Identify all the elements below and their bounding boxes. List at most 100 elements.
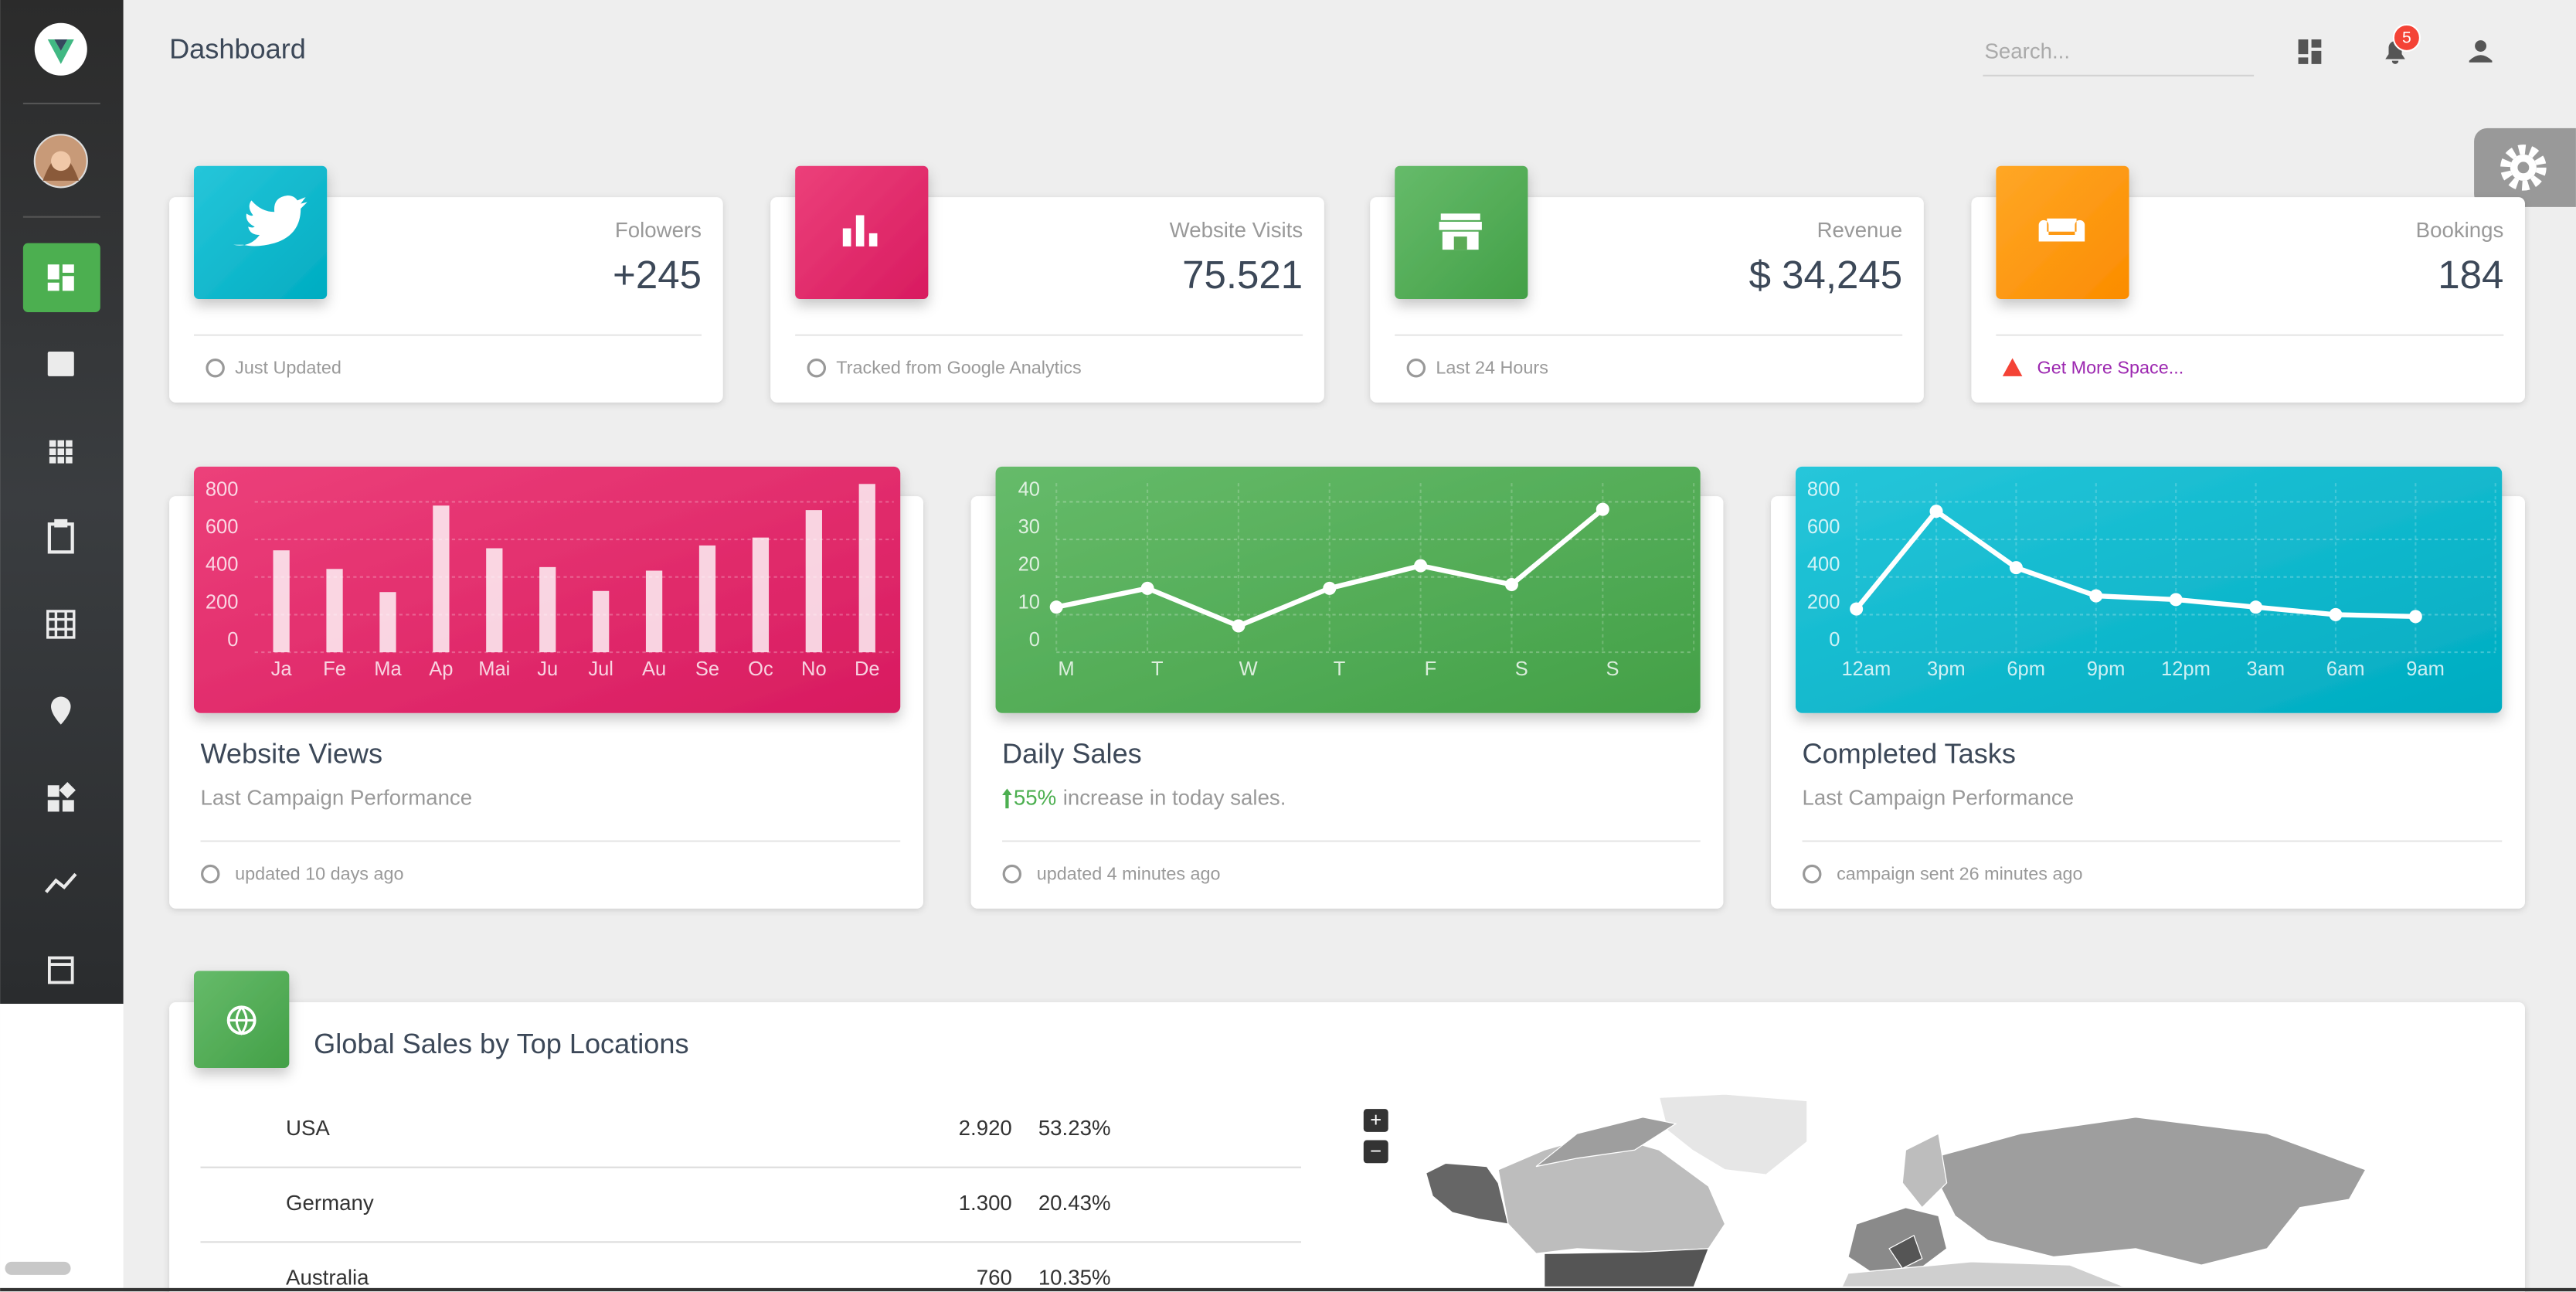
y-tick-label: 10	[1018, 591, 1040, 613]
x-tick-label: 12pm	[2161, 658, 2211, 680]
y-tick-label: 20	[1018, 554, 1040, 576]
footer-icon	[807, 359, 827, 378]
bar	[593, 590, 610, 653]
point	[1596, 502, 1609, 516]
x-tick-label: 9pm	[2087, 658, 2126, 680]
settings-gear	[2500, 144, 2547, 191]
profile-icon	[2469, 55, 2493, 63]
x-tick-label: Oc	[748, 658, 773, 680]
zoom-button[interactable]	[1363, 1140, 1388, 1164]
stat-footer[interactable]: Get More Space...	[2037, 357, 2184, 377]
stat-value: $ 34,245	[1749, 253, 1903, 297]
nav-icon-place[interactable]	[51, 696, 71, 725]
page-title: Dashboard	[169, 32, 306, 64]
zoom-button[interactable]	[1363, 1109, 1388, 1132]
x-tick-label: 3am	[2247, 658, 2285, 680]
point	[1850, 602, 1864, 616]
clock-icon	[1002, 864, 1022, 884]
chart-header	[995, 466, 1701, 713]
country-shape[interactable]	[1840, 1261, 2136, 1291]
x-tick-label: Mai	[478, 658, 510, 680]
notification-badge	[2392, 23, 2421, 52]
point	[1504, 577, 1518, 591]
search-input[interactable]: Search...	[1984, 39, 2070, 63]
share: 20.43%	[1038, 1191, 1111, 1215]
country-shape[interactable]	[1901, 1133, 1948, 1209]
stat-label: Website Visits	[1170, 218, 1303, 242]
sidebar-bottom	[0, 1004, 124, 1292]
profile-button[interactable]	[2475, 40, 2487, 52]
y-tick-label: 0	[1829, 629, 1840, 651]
footer-icon	[206, 359, 225, 378]
x-tick-label: M	[1058, 658, 1074, 680]
point	[1323, 581, 1337, 595]
nav-item-active[interactable]	[22, 243, 100, 312]
share: 10.35%	[1038, 1266, 1111, 1290]
stat-value: +245	[613, 253, 702, 297]
stat-footer: Just Updated	[235, 357, 342, 377]
bar	[805, 510, 822, 653]
chart-subtitle: increase in today sales.	[1063, 786, 1286, 810]
bar	[433, 505, 450, 653]
stat-icon	[842, 215, 878, 246]
stat-icon-door	[1453, 236, 1467, 250]
bar	[645, 570, 663, 653]
stat-value: 184	[2438, 253, 2503, 297]
stat-icon	[233, 196, 308, 246]
clock-icon	[1803, 864, 1822, 884]
nav-icon-calendar[interactable]	[47, 956, 74, 984]
y-tick-label: 40	[1018, 478, 1040, 500]
chart-footer: campaign sent 26 minutes ago	[1837, 863, 2082, 883]
nav-icon-timeline[interactable]	[45, 872, 77, 893]
x-tick-label: Ju	[537, 658, 558, 680]
nav-icon-clipboard[interactable]	[47, 518, 74, 554]
country: Australia	[286, 1266, 369, 1290]
point	[2329, 607, 2343, 621]
stat-label: Folowers	[615, 218, 702, 242]
x-tick-label: 6am	[2326, 658, 2365, 680]
logo-mark-inner	[54, 39, 68, 51]
x-tick-label: 3pm	[1927, 658, 1966, 680]
x-tick-label: 12am	[1842, 658, 1891, 680]
x-tick-label: De	[855, 658, 880, 680]
bar	[858, 484, 875, 653]
world-map[interactable]	[1425, 1093, 2367, 1291]
country-shape[interactable]	[1535, 1117, 1677, 1168]
country-shape[interactable]	[1888, 1234, 1923, 1270]
bar	[698, 545, 716, 653]
point	[1232, 619, 1246, 633]
stat-footer: Last 24 Hours	[1436, 357, 1548, 377]
y-tick-label: 800	[206, 478, 239, 500]
dashboard-button[interactable]	[2298, 39, 2322, 64]
bar	[326, 569, 343, 653]
point	[2408, 610, 2422, 624]
country-shape[interactable]	[1847, 1207, 1948, 1274]
point	[2169, 593, 2183, 607]
scrollbar	[5, 1261, 71, 1275]
nav-icon-grid[interactable]	[46, 610, 76, 639]
settings-gear-hole	[2517, 162, 2530, 174]
x-tick-label: T	[1151, 658, 1164, 680]
line	[1854, 508, 2416, 620]
stat-icon-box	[1996, 165, 2129, 299]
stat-footer: Tracked from Google Analytics	[836, 357, 1081, 377]
x-tick-label: S	[1515, 658, 1528, 680]
sales: 2.920	[959, 1116, 1012, 1140]
point	[2009, 561, 2023, 575]
y-tick-label: 600	[1807, 516, 1840, 538]
nav-icon-widgets[interactable]	[47, 782, 76, 812]
country-shape[interactable]	[1658, 1093, 1808, 1175]
chart-highlight: 55%	[1014, 786, 1056, 810]
sales: 760	[977, 1266, 1012, 1290]
nav-icon-image[interactable]	[47, 351, 74, 376]
point	[2249, 600, 2263, 614]
chart-footer: updated 10 days ago	[235, 863, 403, 883]
point	[1929, 505, 1943, 518]
nav-icon-apps[interactable]	[49, 440, 73, 464]
x-tick-label: Se	[695, 658, 719, 680]
country-shape[interactable]	[1929, 1117, 2367, 1266]
x-tick-label: F	[1425, 658, 1437, 680]
country-shape[interactable]	[1544, 1248, 1710, 1291]
stat-icon	[1439, 213, 1482, 250]
